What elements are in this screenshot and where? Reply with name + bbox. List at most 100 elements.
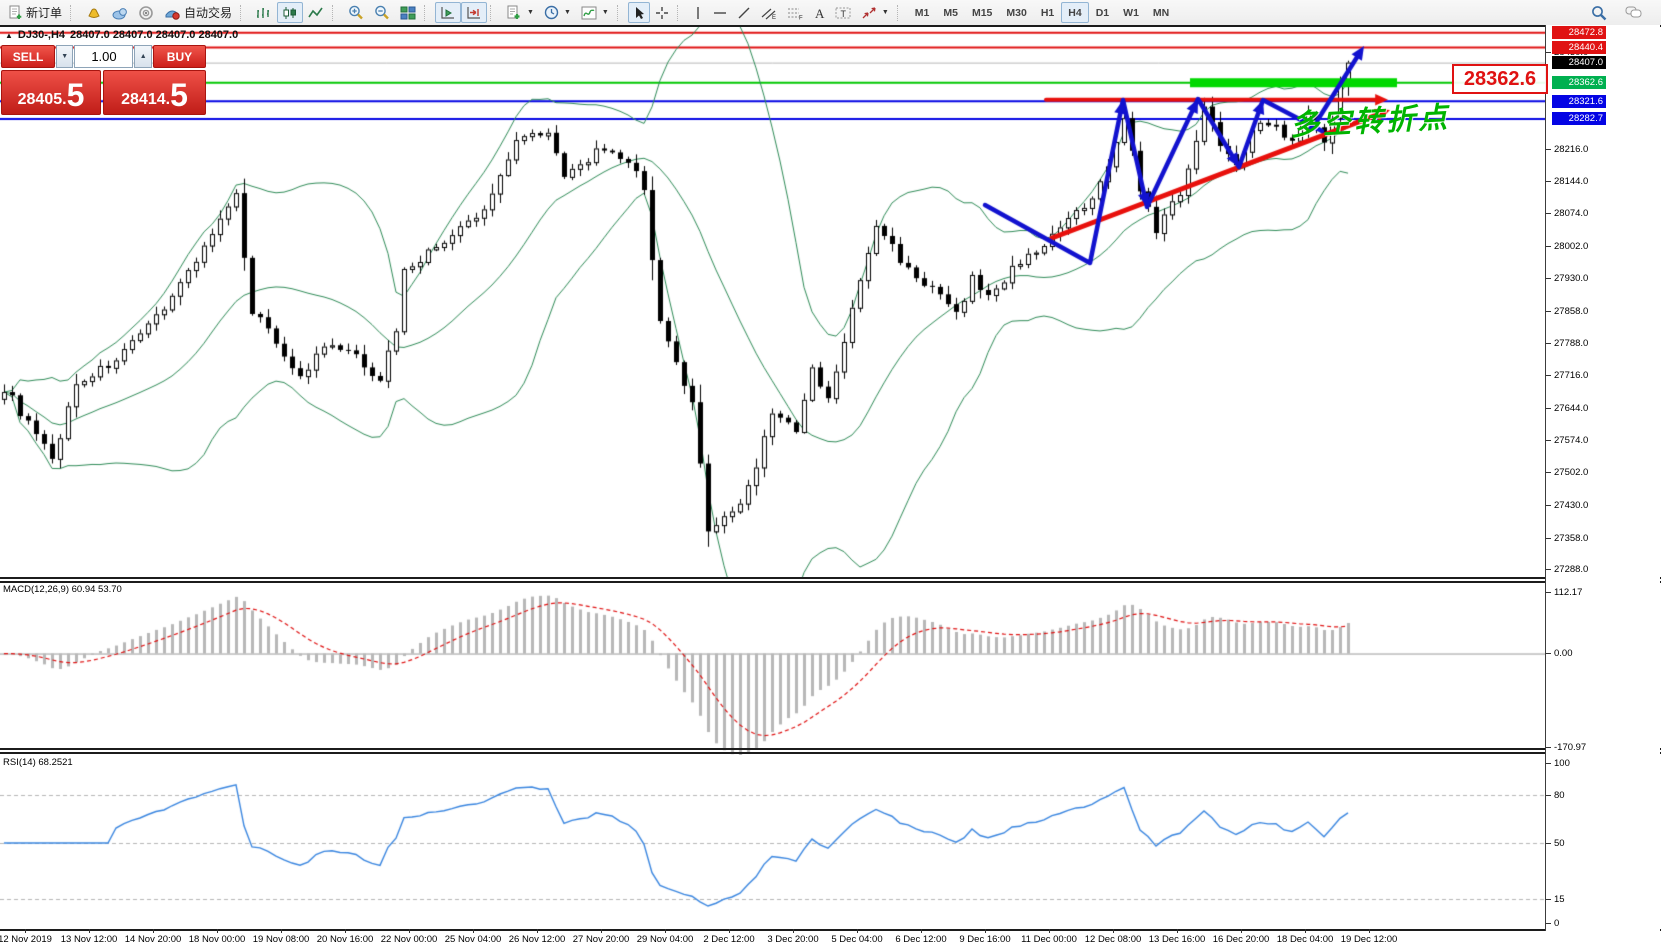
hline-icon bbox=[713, 8, 727, 18]
sell-price-dot: . bbox=[62, 91, 67, 108]
buy-price-button[interactable]: 28414. 5 bbox=[103, 70, 206, 115]
chat-button[interactable] bbox=[1620, 2, 1648, 23]
gold-button[interactable] bbox=[81, 2, 107, 23]
shapes-button[interactable]: ▼ bbox=[856, 2, 894, 23]
zoom-in-button[interactable] bbox=[343, 2, 369, 23]
turning-point-annotation[interactable]: 多空转折点 bbox=[1289, 101, 1451, 143]
zoom-out-button[interactable] bbox=[369, 2, 395, 23]
timeframe-h1[interactable]: H1 bbox=[1034, 2, 1061, 23]
chartshift-icon bbox=[466, 6, 482, 20]
hline-button[interactable] bbox=[708, 2, 732, 23]
price-tick-label: 27716.0 bbox=[1554, 370, 1589, 382]
timeframe-m1-label: M1 bbox=[914, 6, 930, 19]
time-tick-label: 16 Dec 20:00 bbox=[1212, 934, 1270, 945]
symbol-marker-icon: ▲ bbox=[5, 30, 13, 40]
price-tick: 27574.0 bbox=[1546, 434, 1588, 446]
macd-panel-canvas[interactable] bbox=[0, 585, 1545, 755]
time-tick-label: 6 Dec 12:00 bbox=[895, 934, 947, 945]
rsi-panel-canvas[interactable] bbox=[0, 758, 1545, 930]
price-axis[interactable]: 28430.028216.028144.028074.028002.027930… bbox=[1546, 25, 1660, 931]
timeframe-m15[interactable]: M15 bbox=[965, 2, 999, 23]
timeframe-m5[interactable]: M5 bbox=[936, 2, 965, 23]
price-tick-label: 27788.0 bbox=[1554, 337, 1589, 349]
time-tick-mark bbox=[345, 929, 346, 933]
newchart-icon bbox=[506, 5, 522, 20]
timeframe-mn[interactable]: MN bbox=[1146, 2, 1176, 23]
tick-mark bbox=[1546, 375, 1551, 377]
sell-price-button[interactable]: 28405. 5 bbox=[1, 70, 101, 115]
timeframe-mn-label: MN bbox=[1152, 6, 1170, 19]
main-chart-canvas[interactable] bbox=[0, 25, 1545, 578]
price-tick: 28074.0 bbox=[1546, 208, 1588, 220]
cursor-button[interactable] bbox=[627, 2, 650, 23]
timeframe-m1[interactable]: M1 bbox=[908, 2, 937, 23]
time-tick-mark bbox=[89, 929, 90, 933]
price-annotation-tag[interactable]: 28362.6 bbox=[1452, 64, 1548, 94]
tick-mark bbox=[1546, 653, 1551, 655]
autotrade-icon bbox=[164, 6, 181, 20]
docplus-icon bbox=[8, 5, 23, 20]
time-axis[interactable]: 12 Nov 2019 13 Nov 12:00 14 Nov 20:00 18 No… bbox=[0, 929, 1661, 949]
community-button[interactable] bbox=[107, 2, 134, 23]
text-button[interactable]: A bbox=[808, 2, 830, 23]
volume-increase-button[interactable]: ▲ bbox=[134, 45, 152, 68]
crosshair-icon bbox=[655, 6, 669, 20]
bars-chart-button[interactable] bbox=[251, 2, 277, 23]
new-order-button[interactable]: 新订单 bbox=[3, 2, 67, 23]
sell-button[interactable]: SELL bbox=[1, 45, 56, 68]
macd-separator[interactable] bbox=[0, 577, 1661, 579]
vline-button[interactable] bbox=[688, 2, 708, 23]
timeframe-d1[interactable]: D1 bbox=[1089, 2, 1116, 23]
indicator-icon bbox=[581, 6, 597, 20]
svg-text:T: T bbox=[840, 9, 846, 19]
chart-shift-button[interactable] bbox=[461, 2, 488, 23]
zoomin-icon bbox=[348, 5, 364, 20]
search-button[interactable] bbox=[1586, 2, 1612, 23]
tick-mark bbox=[1546, 310, 1551, 312]
sell-price-int: 28405 bbox=[17, 91, 63, 108]
dropdown-caret-icon: ▼ bbox=[563, 9, 571, 16]
timeframe-m30[interactable]: M30 bbox=[999, 2, 1033, 23]
volume-decrease-button[interactable]: ▼ bbox=[56, 45, 74, 68]
tick-mark bbox=[1546, 794, 1551, 796]
signals-button[interactable] bbox=[134, 2, 159, 23]
channel-button[interactable]: E bbox=[756, 2, 782, 23]
chart-symbol-period: DJ30-,H4 bbox=[17, 29, 65, 41]
autotrade-button[interactable]: 自动交易 bbox=[159, 2, 237, 23]
timeframe-m5-label: M5 bbox=[943, 6, 958, 19]
toolbar-separator bbox=[70, 4, 76, 21]
price-tick-label: 27858.0 bbox=[1554, 305, 1589, 317]
price-line-label: 28440.4 bbox=[1552, 40, 1606, 54]
tick-mark bbox=[1546, 181, 1551, 183]
profiles-button[interactable]: ▼ bbox=[539, 2, 576, 23]
line-chart-button[interactable] bbox=[303, 2, 329, 23]
time-tick-mark bbox=[25, 929, 26, 933]
tick-mark bbox=[1546, 591, 1551, 593]
tick-mark bbox=[1546, 407, 1551, 409]
buy-button[interactable]: BUY bbox=[152, 45, 206, 68]
tile-windows-button[interactable] bbox=[395, 2, 421, 23]
label-button[interactable]: T bbox=[830, 2, 856, 23]
fibo-button[interactable]: F bbox=[782, 2, 808, 23]
tick-mark bbox=[1546, 504, 1551, 506]
sell-price-frac: 5 bbox=[66, 77, 85, 113]
rsi-separator[interactable] bbox=[0, 748, 1661, 750]
price-axis-divider bbox=[1545, 25, 1546, 931]
trendline-button[interactable] bbox=[732, 2, 756, 23]
crosshair-button[interactable] bbox=[650, 2, 674, 23]
new-chart-button[interactable]: ▼ bbox=[501, 2, 539, 23]
time-tick-mark bbox=[921, 929, 922, 933]
timeframe-h4[interactable]: H4 bbox=[1061, 2, 1089, 23]
auto-scroll-button[interactable] bbox=[435, 2, 462, 23]
price-tick: 28144.0 bbox=[1546, 176, 1588, 188]
volume-input[interactable] bbox=[74, 45, 134, 68]
timeframe-w1[interactable]: W1 bbox=[1116, 2, 1146, 23]
time-tick-mark bbox=[409, 929, 410, 933]
indicators-button[interactable]: ▼ bbox=[576, 2, 614, 23]
time-tick-mark bbox=[793, 929, 794, 933]
price-tick-label: 27502.0 bbox=[1554, 467, 1589, 479]
price-tick-label: 27644.0 bbox=[1554, 402, 1589, 414]
candles-chart-button[interactable] bbox=[277, 2, 304, 23]
time-tick-mark bbox=[665, 929, 666, 933]
